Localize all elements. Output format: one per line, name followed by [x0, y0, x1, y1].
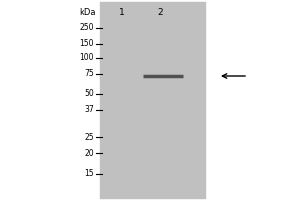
Text: kDa: kDa: [80, 8, 96, 17]
Text: 20: 20: [84, 148, 94, 158]
Bar: [100, 2, 205, 198]
Text: 1: 1: [119, 8, 125, 17]
Text: 25: 25: [84, 132, 94, 142]
Text: 250: 250: [80, 23, 94, 32]
Text: 15: 15: [84, 170, 94, 178]
Text: 50: 50: [84, 90, 94, 98]
Text: 100: 100: [80, 53, 94, 62]
Text: 2: 2: [157, 8, 163, 17]
Text: 75: 75: [84, 70, 94, 78]
Text: 150: 150: [80, 40, 94, 48]
Text: 37: 37: [84, 106, 94, 114]
